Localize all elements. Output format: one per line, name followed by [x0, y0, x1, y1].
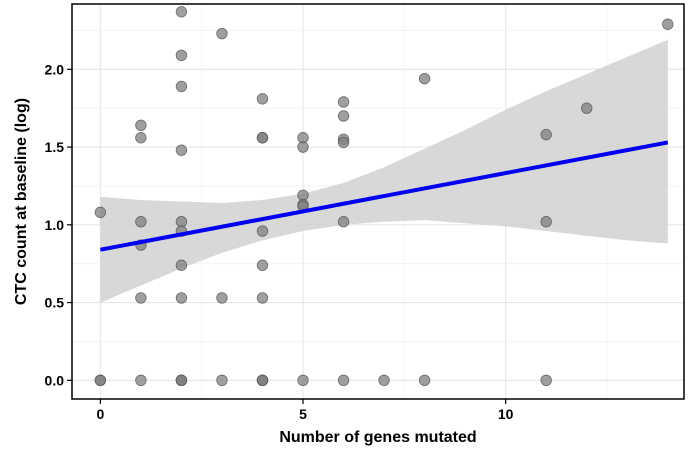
data-point	[418, 374, 431, 387]
data-point	[337, 216, 350, 228]
data-point	[337, 96, 350, 108]
data-point	[175, 374, 188, 387]
x-tick-label: 5	[299, 406, 307, 422]
data-points	[94, 6, 674, 387]
data-point	[256, 374, 269, 387]
data-point	[94, 206, 107, 219]
data-point	[581, 102, 593, 114]
x-axis-ticks: 0 5 10	[96, 399, 514, 422]
plot-panel-border	[71, 3, 685, 400]
data-point	[216, 292, 228, 304]
x-tick-label: 10	[498, 406, 514, 422]
data-point	[135, 216, 147, 228]
data-point	[175, 144, 188, 156]
data-point	[256, 225, 269, 237]
data-point	[256, 259, 269, 271]
data-point	[337, 136, 350, 149]
data-point	[175, 292, 188, 304]
y-axis-ticks: 0.0 0.5 1.0 1.5 2.0	[45, 61, 72, 388]
data-point	[216, 374, 228, 387]
data-point	[540, 216, 552, 228]
y-tick-label: 0.5	[45, 295, 65, 311]
x-tick-label: 0	[96, 406, 104, 422]
data-point	[175, 259, 188, 271]
regression-line	[99, 140, 669, 252]
data-point	[378, 374, 390, 387]
data-point	[418, 72, 431, 85]
y-axis-title: CTC count at baseline (log)	[13, 98, 30, 305]
y-tick-label: 0.0	[45, 372, 65, 388]
data-point	[175, 6, 188, 18]
data-point	[216, 27, 228, 40]
data-point	[540, 128, 552, 141]
y-tick-label: 1.0	[45, 217, 65, 233]
data-point	[175, 80, 188, 93]
y-tick-label: 2.0	[45, 61, 65, 77]
data-point	[175, 49, 188, 62]
data-point	[297, 141, 309, 153]
data-point	[337, 374, 350, 387]
y-tick-label: 1.5	[45, 139, 65, 155]
data-point	[662, 18, 674, 30]
confidence-band	[100, 39, 668, 303]
data-point	[135, 374, 147, 387]
data-point	[540, 374, 552, 387]
data-point	[297, 374, 309, 387]
data-point	[135, 292, 147, 304]
data-point	[256, 132, 269, 144]
data-point	[337, 110, 350, 122]
x-axis-title: Number of genes mutated	[279, 429, 476, 446]
data-point	[256, 292, 269, 304]
data-point	[135, 119, 147, 131]
data-point	[256, 93, 269, 105]
data-point	[135, 132, 147, 144]
data-point	[94, 374, 107, 387]
